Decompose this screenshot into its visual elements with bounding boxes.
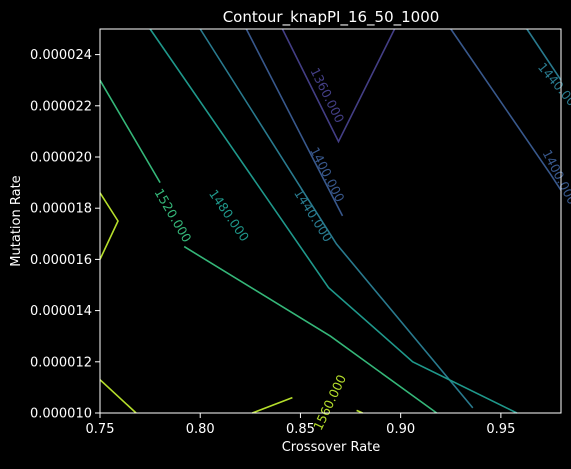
contour-line-1-0 bbox=[245, 28, 344, 217]
x-tick-label: 0.90 bbox=[386, 422, 415, 437]
contour-label-1-1: 1400.000 bbox=[540, 147, 571, 207]
contour-line-3-0 bbox=[149, 28, 518, 414]
contour-line-4-0 bbox=[99, 79, 161, 184]
contour-line-0-0 bbox=[281, 28, 396, 144]
chart-title: Contour_knapPI_16_50_1000 bbox=[223, 8, 440, 27]
y-tick-label: 0.000014 bbox=[30, 304, 92, 319]
contour-line-1-1 bbox=[450, 28, 562, 191]
contour-label-4-0: 1520.000 bbox=[151, 186, 194, 245]
y-tick-label: 0.000012 bbox=[30, 355, 92, 370]
contour-line-5-2 bbox=[252, 396, 293, 414]
plot-area bbox=[99, 28, 562, 414]
y-tick-label: 0.000018 bbox=[30, 202, 92, 217]
y-tick-label: 0.000020 bbox=[30, 151, 92, 166]
x-tick-label: 0.85 bbox=[286, 422, 315, 437]
contour-line-2-1 bbox=[526, 28, 562, 81]
contour-line-2-0 bbox=[199, 28, 474, 409]
x-axis: 0.75 0.80 0.85 0.90 0.95 bbox=[86, 413, 515, 437]
x-tick-label: 0.95 bbox=[486, 422, 515, 437]
y-tick-label: 0.000022 bbox=[30, 99, 92, 114]
y-tick-label: 0.000024 bbox=[30, 48, 92, 63]
contour-line-5-1 bbox=[99, 379, 137, 414]
contour-label-2-1: 1440.000 bbox=[535, 60, 571, 115]
contour-label-3-0: 1480.000 bbox=[206, 187, 252, 245]
contour-label-2-0: 1440.000 bbox=[291, 186, 336, 244]
y-axis-label: Mutation Rate bbox=[9, 175, 24, 266]
y-axis: 0.000010 0.000012 0.000014 0.000016 0.000018… bbox=[30, 48, 100, 422]
contour-label-5-0: 1560.000 bbox=[310, 372, 349, 432]
contour-label-1-0: 1400.000 bbox=[307, 144, 348, 204]
y-tick-label: 0.000016 bbox=[30, 253, 92, 268]
x-tick-label: 0.75 bbox=[86, 422, 115, 437]
y-tick-label: 0.000010 bbox=[30, 407, 92, 422]
contour-label-0-0: 1360.000 bbox=[307, 65, 347, 125]
contour-lines bbox=[99, 28, 562, 414]
contour-line-4-1 bbox=[183, 245, 438, 414]
contour-line-5-0 bbox=[99, 192, 119, 260]
x-tick-label: 0.80 bbox=[186, 422, 215, 437]
x-axis-label: Crossover Rate bbox=[282, 440, 381, 455]
